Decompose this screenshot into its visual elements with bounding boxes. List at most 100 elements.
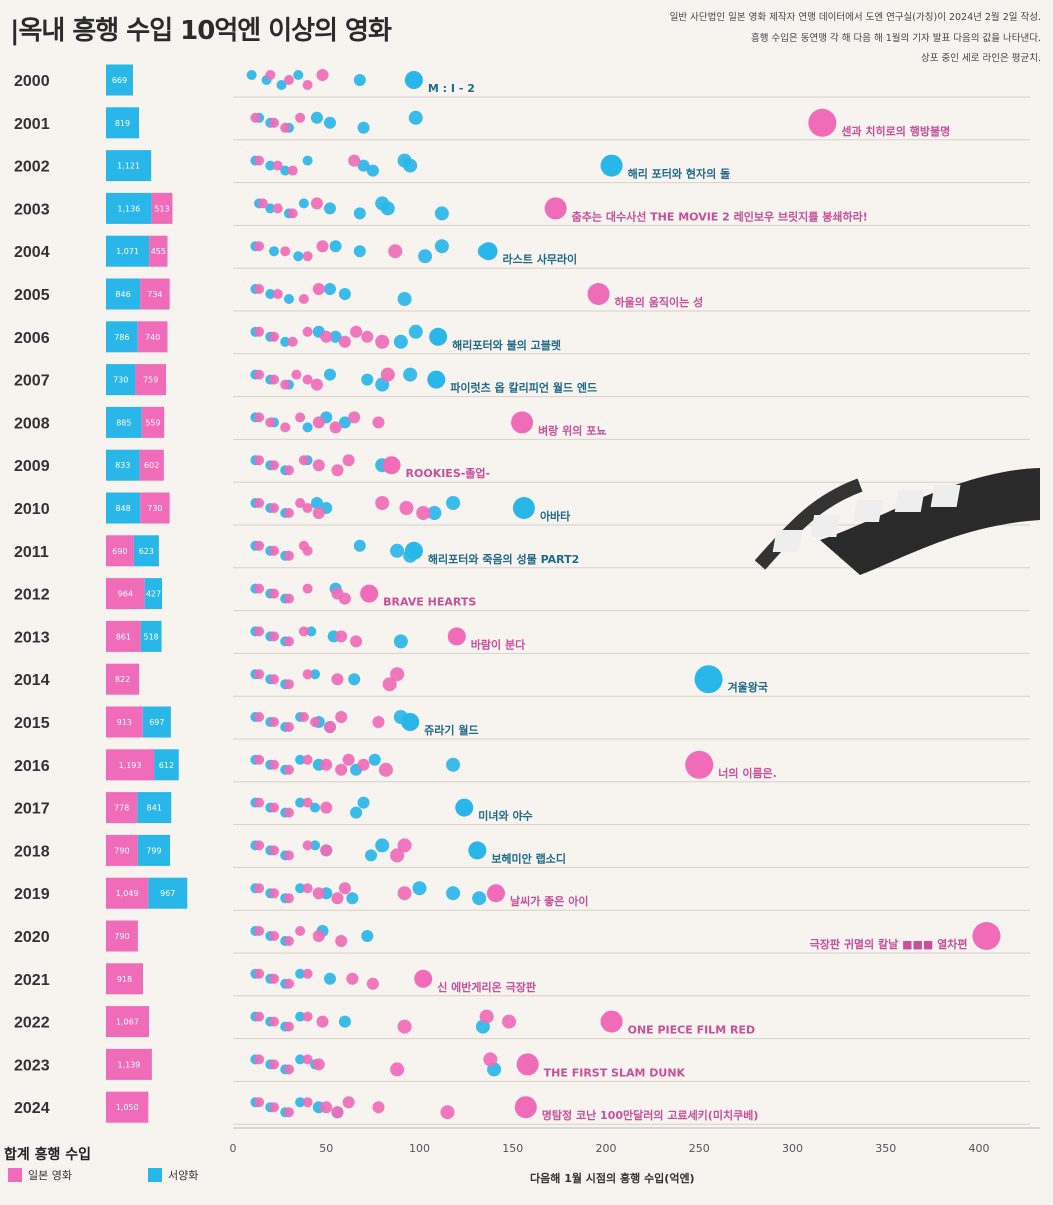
film-point-japanese xyxy=(269,674,280,685)
total-bar-label-western: 846 xyxy=(115,290,130,299)
film-point-japanese xyxy=(283,508,294,518)
year-row-2014: 2014 822 겨울왕국 xyxy=(14,663,1030,697)
total-bar-western xyxy=(154,749,179,781)
top-film-label: 겨울왕국 xyxy=(728,680,768,694)
film-point-japanese xyxy=(302,1054,313,1065)
film-point-japanese xyxy=(287,208,298,219)
film-point-japanese xyxy=(312,283,325,295)
total-bar-label-japanese: 513 xyxy=(154,204,169,213)
film-point-japanese xyxy=(269,802,280,813)
film-point-western xyxy=(302,422,313,433)
film-point-japanese xyxy=(331,464,344,477)
x-tick-label: 100 xyxy=(409,1142,430,1155)
film-point-japanese xyxy=(302,583,313,594)
film-point-japanese xyxy=(310,378,323,391)
film-point-western xyxy=(403,158,418,173)
film-point-japanese xyxy=(320,330,333,343)
year-label: 2006 xyxy=(14,330,50,347)
total-bar-label-western: 848 xyxy=(115,504,130,513)
film-point-japanese xyxy=(295,498,306,508)
film-point-western xyxy=(348,673,361,686)
film-point-japanese xyxy=(302,503,313,513)
year-row-2009: 2009 833 602 ROOKIES-졸업- xyxy=(14,449,1030,483)
film-point-japanese xyxy=(378,762,393,777)
film-point-western xyxy=(298,198,309,209)
year-row-2022: 2022 1,067 ONE PIECE FILM RED xyxy=(14,1006,1030,1040)
method-note: 흥행 수입은 동연맹 각 해 다음 해 1월의 기자 발표 다음의 값을 나타낸… xyxy=(750,33,1041,44)
film-point-japanese xyxy=(312,459,325,472)
film-point-japanese xyxy=(342,454,355,467)
x-tick-label: 400 xyxy=(969,1142,990,1155)
year-row-2002: 2002 1,121 해리 포터와 현자의 돌 xyxy=(14,150,1030,184)
film-point-western xyxy=(393,634,408,649)
film-point-japanese xyxy=(329,421,342,434)
film-point-japanese xyxy=(372,416,385,429)
total-bar-label-western: 697 xyxy=(149,718,164,727)
film-point-japanese xyxy=(254,754,265,765)
top-film-label: 해리포터와 죽음의 성물 PART2 xyxy=(428,552,579,566)
film-point-western xyxy=(265,203,276,214)
total-bar-label-japanese: 602 xyxy=(144,461,159,470)
x-tick-label: 200 xyxy=(596,1142,617,1155)
total-bar-label-japanese: 790 xyxy=(114,846,129,855)
film-point-japanese xyxy=(312,416,325,429)
top-film-label: 너의 이름은. xyxy=(718,766,777,780)
top-film-label: 신 에반게리온 극장판 xyxy=(437,980,536,994)
film-point-japanese xyxy=(331,673,344,686)
film-point-japanese xyxy=(269,117,280,128)
total-bar-label-western: 1,121 xyxy=(117,162,140,171)
year-label: 2011 xyxy=(14,544,49,561)
top-film-point xyxy=(972,922,1001,950)
film-point-japanese xyxy=(416,506,431,520)
top-film-label: THE FIRST SLAM DUNK xyxy=(544,1066,686,1079)
year-row-2023: 2023 1,139 THE FIRST SLAM DUNK xyxy=(14,1048,1030,1082)
film-strip-decoration xyxy=(754,468,1040,575)
film-point-western xyxy=(350,806,363,819)
year-row-2021: 2021 918 신 에반게리온 극장판 xyxy=(14,963,1030,997)
film-point-japanese xyxy=(302,80,313,90)
total-bar-label-western: 841 xyxy=(147,804,162,813)
total-bar-label-japanese: 559 xyxy=(145,418,160,427)
total-bar-japanese xyxy=(106,877,149,909)
top-film-label: 쥬라기 월드 xyxy=(424,723,478,737)
film-point-japanese xyxy=(302,1097,313,1108)
total-bar-label-western: 833 xyxy=(115,461,130,470)
total-bar-western xyxy=(106,278,141,310)
film-point-japanese xyxy=(283,550,294,561)
total-bar-label-japanese: 790 xyxy=(114,932,129,941)
top-film-point xyxy=(544,197,567,220)
legend-title: 합계 흥행 수입 xyxy=(4,1147,92,1163)
top-film-point xyxy=(685,750,714,779)
film-point-western xyxy=(306,626,317,637)
film-point-western xyxy=(353,74,366,86)
film-point-japanese xyxy=(338,882,351,895)
film-point-japanese xyxy=(331,892,344,905)
top-film-label: M : I - 2 xyxy=(428,82,475,95)
film-strip-tail xyxy=(754,478,863,570)
film-frame xyxy=(852,500,883,522)
year-label: 2017 xyxy=(14,801,50,818)
film-point-western xyxy=(323,972,336,985)
film-point-japanese xyxy=(280,379,291,390)
film-point-japanese xyxy=(382,677,397,692)
year-label: 2013 xyxy=(14,629,50,646)
film-point-western xyxy=(346,892,359,905)
year-row-2012: 2012 964 427 BRAVE HEARTS xyxy=(14,578,1030,612)
total-bar-japanese xyxy=(106,1006,150,1038)
total-bar-label-japanese: 861 xyxy=(116,632,131,641)
total-bar-western xyxy=(106,192,152,224)
top-film-point xyxy=(404,71,423,89)
film-strip-body xyxy=(820,468,1040,575)
total-bar-japanese xyxy=(106,1091,149,1123)
film-point-japanese xyxy=(269,1059,280,1070)
total-bar-label-western: 786 xyxy=(114,333,129,342)
top-film-point xyxy=(600,154,623,177)
top-film-label: 명탐정 코난 100만달러의 고료세키(미치쿠베) xyxy=(542,1108,759,1122)
top-film-point xyxy=(447,627,466,646)
year-label: 2019 xyxy=(14,886,50,903)
film-point-japanese xyxy=(269,1102,280,1113)
film-point-japanese xyxy=(254,369,265,380)
film-point-western xyxy=(472,891,487,906)
top-film-label: ROOKIES-졸업- xyxy=(406,467,491,480)
